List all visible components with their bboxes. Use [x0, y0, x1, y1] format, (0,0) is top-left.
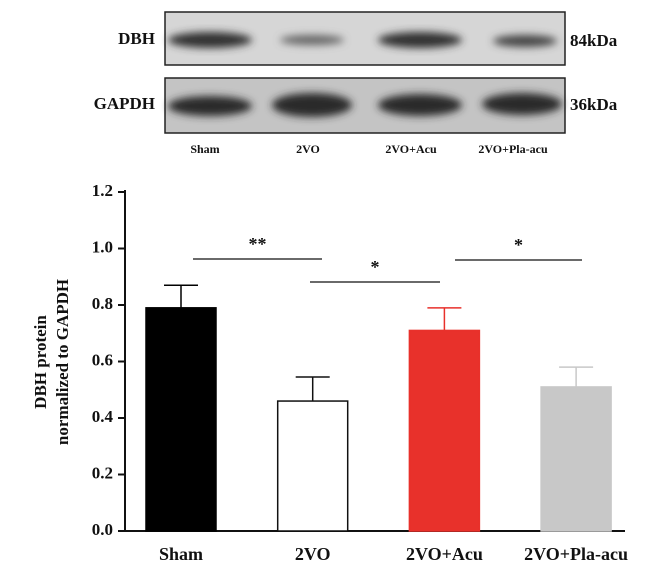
y-axis-label: DBH protein [31, 315, 50, 409]
x-tick-label: 2VO+Acu [406, 544, 483, 564]
y-axis-label: normalized to GAPDH [53, 279, 72, 445]
x-tick-label: 2VO [295, 544, 331, 564]
lane-label: 2VO [296, 142, 320, 156]
y-tick-label: 0.2 [92, 463, 113, 482]
bar [540, 386, 612, 532]
blot-size: 84kDa [570, 31, 618, 50]
y-tick-label: 0.4 [92, 407, 114, 426]
bar [276, 400, 349, 532]
blot-gapdh [164, 77, 566, 134]
significance-label: * [514, 235, 523, 255]
blot-protein: DBH [118, 29, 155, 48]
bar [145, 307, 217, 532]
bar [408, 329, 481, 532]
y-tick-label: 0.8 [92, 294, 113, 313]
y-tick-label: 1.0 [92, 237, 113, 256]
y-tick-label: 0.0 [92, 520, 113, 539]
lane-label: 2VO+Acu [385, 142, 437, 156]
blot-protein: GAPDH [94, 94, 155, 113]
y-tick-label: 1.2 [92, 181, 113, 200]
x-tick-label: Sham [159, 544, 203, 564]
significance-label: ** [249, 234, 267, 254]
significance-label: * [371, 257, 380, 277]
lane-label: Sham [190, 142, 219, 156]
y-tick-label: 0.6 [92, 350, 113, 369]
x-tick-label: 2VO+Pla-acu [524, 544, 628, 564]
blot-size: 36kDa [570, 95, 618, 114]
blot-dbh [164, 11, 566, 66]
lane-label: 2VO+Pla-acu [478, 142, 548, 156]
